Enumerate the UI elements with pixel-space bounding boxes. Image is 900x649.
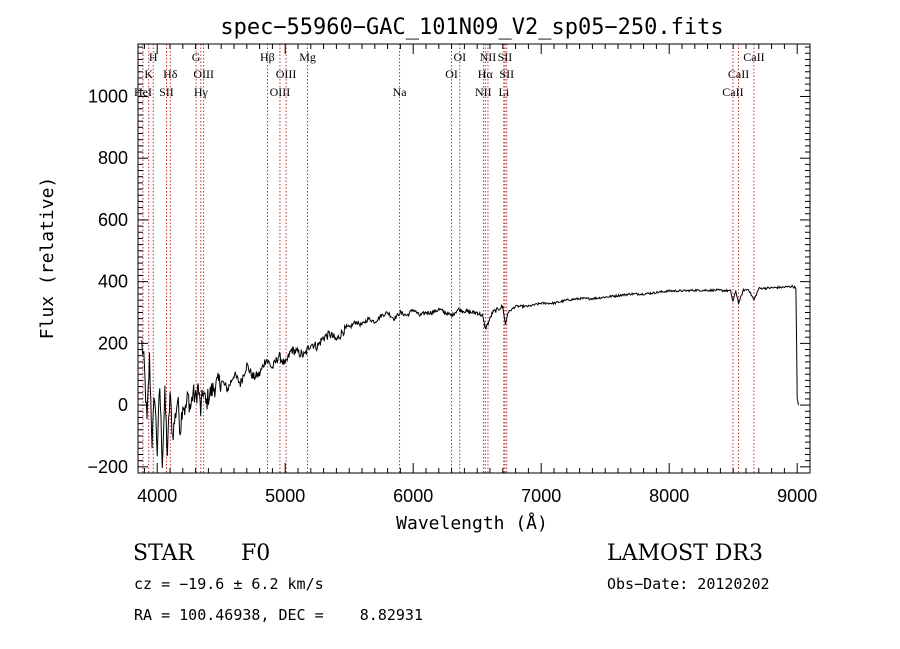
spectral-line-label: OI (453, 50, 466, 64)
spectral-line-label: SII (498, 50, 513, 64)
spectral-line-label: Na (393, 85, 408, 99)
spectral-line-label: K (144, 67, 153, 81)
spectrum-line (141, 284, 799, 469)
survey-name: LAMOST DR3 (607, 541, 763, 566)
spectral-line-label: OIII (276, 67, 297, 81)
spectral-line-label: Mg (299, 50, 316, 64)
y-tick-label: 1000 (88, 86, 128, 106)
x-tick-label: 4000 (137, 486, 177, 506)
spectral-line-label: OIII (193, 67, 214, 81)
spectral-line-label: Hδ (163, 67, 178, 81)
spectral-line-label: H (149, 50, 158, 64)
spectral-line-label: Li (498, 85, 509, 99)
spectral-line-label: CaII (743, 50, 764, 64)
axis-ticks (138, 44, 811, 473)
y-tick-label: 200 (98, 333, 128, 353)
chart-title: spec−55960−GAC_101N09_V2_sp05−250.fits (220, 15, 723, 40)
y-tick-label: 400 (98, 272, 128, 292)
x-axis-label: Wavelength (Å) (396, 512, 548, 534)
redshift-text: cz = −19.6 ± 6.2 km/s (134, 575, 324, 593)
series-layer (141, 284, 799, 469)
y-tick-label: −200 (87, 457, 128, 477)
x-tick-label: 9000 (777, 486, 817, 506)
y-tick-labels: −200 0 200 400 600 800 1000 (87, 86, 128, 476)
spectral-line-label: Hα (478, 67, 494, 81)
x-tick-label: 6000 (393, 486, 433, 506)
spectral-line-label: NII (475, 85, 492, 99)
spectral-line-label: SII (159, 85, 174, 99)
spectral-line-label: OIII (270, 85, 291, 99)
info-panel: STAR F0 LAMOST DR3 cz = −19.6 ± 6.2 km/s… (133, 541, 770, 624)
y-tick-label: 800 (98, 148, 128, 168)
object-subclass: F0 (241, 541, 270, 566)
coords-text: RA = 100.46938, DEC = 8.82931 (134, 606, 423, 624)
spectral-line-label: SII (499, 67, 514, 81)
x-tick-label: 7000 (521, 486, 561, 506)
y-tick-label: 0 (118, 395, 128, 415)
spectral-line-label: OI (445, 67, 458, 81)
spectral-line-label: NII (480, 50, 497, 64)
spectral-line-markers (142, 44, 755, 473)
y-tick-label: 600 (98, 210, 128, 230)
x-tick-labels: 4000 5000 6000 7000 8000 9000 (137, 486, 817, 506)
obs-date-text: Obs−Date: 20120202 (607, 575, 770, 593)
spectral-line-label: Hβ (260, 50, 275, 64)
x-tick-label: 5000 (265, 486, 305, 506)
plot-frame (137, 43, 811, 474)
x-tick-label: 8000 (649, 486, 689, 506)
object-class: STAR (133, 541, 195, 566)
y-axis-label: Flux (relative) (37, 177, 58, 340)
spectral-line-label: G (192, 50, 201, 64)
spectral-line-label: Hγ (194, 85, 209, 99)
spectral-line-label: CaII (722, 85, 743, 99)
spectral-line-label: CaII (728, 67, 749, 81)
